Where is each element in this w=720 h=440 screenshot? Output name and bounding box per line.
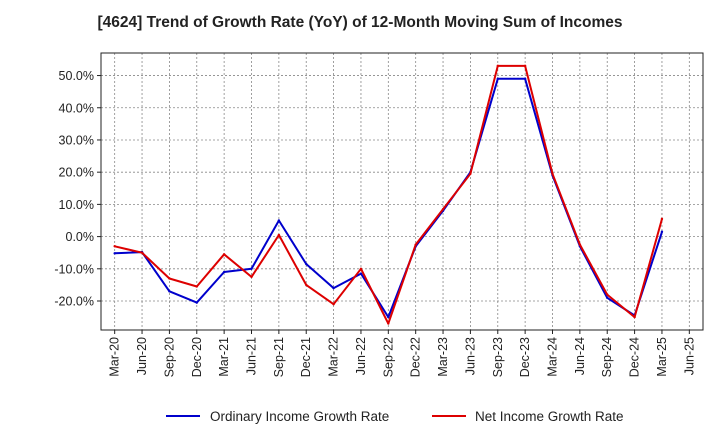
data-point [660, 217, 664, 221]
y-tick-label: -20.0% [54, 295, 94, 309]
series-lines [113, 64, 664, 325]
x-tick-label: Dec-21 [299, 337, 313, 377]
x-tick-label: Sep-24 [600, 337, 614, 377]
data-point [359, 272, 363, 275]
data-point [496, 64, 499, 68]
data-point [606, 296, 609, 299]
data-point [277, 219, 281, 222]
grid-lines [101, 53, 703, 330]
data-point [359, 267, 363, 271]
x-tick-label: Mar-22 [327, 337, 341, 377]
legend-label: Ordinary Income Growth Rate [210, 409, 389, 424]
x-tick-label: Dec-22 [409, 337, 423, 377]
data-point [195, 301, 198, 304]
x-axis-ticks: Mar-20 Jun-20 Sep-20 Dec-20 Mar-21 Jun-21 Sep-… [108, 330, 696, 377]
x-tick-label: Mar-21 [217, 337, 231, 377]
data-point [332, 286, 335, 290]
y-tick-label: 0.0% [66, 230, 95, 244]
plot-area-frame [100, 52, 704, 331]
x-tick-label: Jun-24 [573, 337, 587, 375]
data-point [277, 233, 281, 237]
x-tick-label: Sep-21 [272, 337, 286, 377]
data-point [168, 277, 171, 280]
legend: Ordinary Income Growth Rate Net Income Gr… [166, 409, 624, 424]
data-point [195, 285, 198, 288]
data-point [660, 230, 664, 233]
x-tick-label: Mar-23 [436, 337, 450, 377]
x-tick-label: Mar-20 [108, 337, 122, 377]
x-tick-label: Jun-20 [135, 337, 149, 375]
data-point [250, 267, 253, 271]
data-point [113, 245, 116, 248]
y-tick-label: 20.0% [59, 166, 94, 180]
y-tick-label: 30.0% [59, 133, 94, 147]
x-tick-label: Sep-20 [162, 337, 176, 377]
data-point [140, 251, 144, 254]
data-point [441, 208, 445, 211]
data-point [551, 172, 554, 175]
data-point [469, 172, 472, 175]
legend-label: Net Income Growth Rate [475, 409, 624, 424]
x-tick-label: Mar-24 [546, 337, 560, 377]
chart-title: [4624] Trend of Growth Rate (YoY) of 12-… [97, 14, 623, 31]
data-point [168, 290, 171, 293]
x-tick-label: Jun-23 [463, 337, 477, 375]
data-point [387, 315, 390, 319]
data-point [305, 283, 308, 287]
y-tick-label: -10.0% [54, 262, 94, 276]
data-point [523, 77, 527, 80]
data-point [222, 270, 226, 274]
data-point [113, 252, 116, 255]
x-tick-label: Jun-25 [682, 337, 696, 375]
x-tick-label: Sep-22 [381, 337, 395, 377]
y-tick-label: 40.0% [59, 101, 94, 115]
data-point [578, 243, 582, 246]
x-tick-label: Mar-25 [655, 337, 669, 377]
data-point [387, 322, 390, 325]
y-tick-label: 50.0% [59, 69, 94, 83]
data-point [250, 275, 253, 279]
x-tick-label: Dec-20 [190, 337, 204, 377]
data-point [496, 77, 499, 80]
x-tick-label: Dec-24 [628, 337, 642, 377]
x-tick-label: Jun-22 [354, 337, 368, 375]
data-point [414, 243, 417, 246]
data-point [222, 253, 226, 256]
data-point [305, 262, 308, 266]
x-tick-label: Dec-23 [518, 337, 532, 377]
data-point [332, 303, 335, 306]
x-tick-label: Sep-23 [491, 337, 505, 377]
y-tick-label: 10.0% [59, 198, 94, 212]
x-tick-label: Jun-21 [245, 337, 259, 375]
y-axis-ticks: -20.0% -10.0% 0.0% 10.0% 20.0% 30.0% 40.0% 50.0… [54, 69, 101, 309]
data-point [633, 315, 636, 319]
data-point [606, 293, 609, 296]
data-point [523, 64, 527, 68]
